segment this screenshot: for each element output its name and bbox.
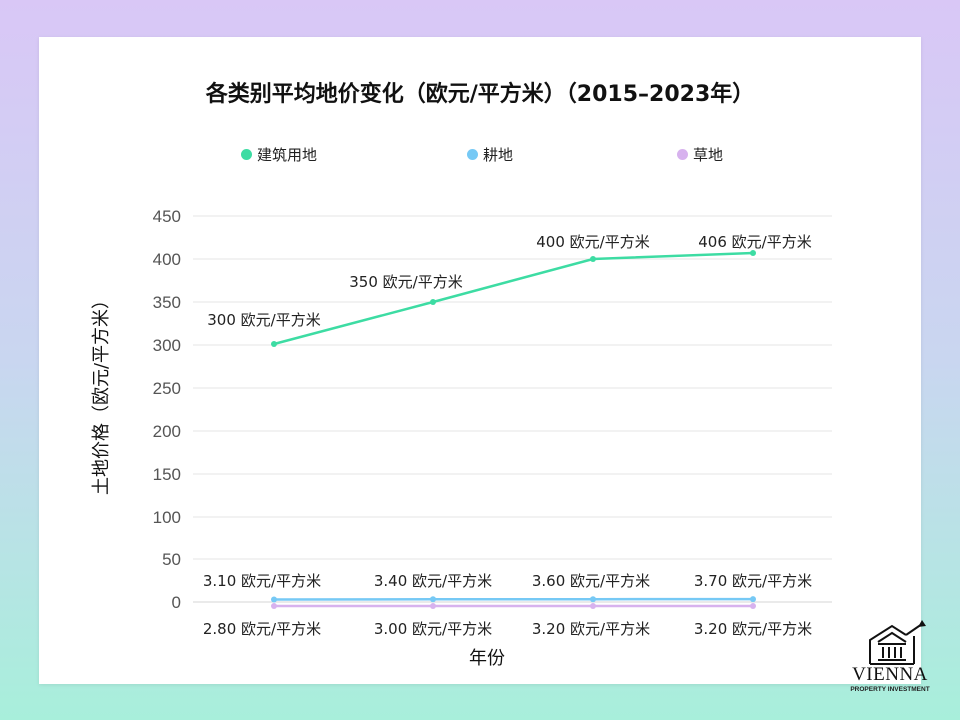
data-labels-farmland: 3.10 欧元/平方米 3.40 欧元/平方米 3.60 欧元/平方米 3.70… xyxy=(203,572,812,590)
y-tick: 50 xyxy=(162,550,181,569)
y-tick: 350 xyxy=(153,293,181,312)
y-tick: 0 xyxy=(172,593,181,612)
y-tick: 150 xyxy=(153,465,181,484)
legend-label: 耕地 xyxy=(483,146,514,164)
data-point[interactable] xyxy=(750,596,756,603)
legend-item-grassland[interactable]: 草地 xyxy=(677,144,723,165)
data-label: 3.40 欧元/平方米 xyxy=(374,572,492,590)
data-label: 3.00 欧元/平方米 xyxy=(374,620,492,638)
legend-dot-icon xyxy=(677,149,688,160)
data-point[interactable] xyxy=(590,596,596,603)
data-point[interactable] xyxy=(271,596,277,603)
legend-label: 草地 xyxy=(693,146,724,164)
data-point[interactable] xyxy=(590,603,596,609)
data-point[interactable] xyxy=(271,341,277,347)
building-chart-logo-icon xyxy=(869,620,926,665)
data-labels-construction: 300 欧元/平方米 350 欧元/平方米 400 欧元/平方米 406 欧元/… xyxy=(207,233,811,329)
data-label: 2.80 欧元/平方米 xyxy=(203,620,321,638)
y-tick: 300 xyxy=(153,336,181,355)
data-point[interactable] xyxy=(590,256,596,262)
data-label: 400 欧元/平方米 xyxy=(536,233,649,251)
logo-wordmark: VIENNA xyxy=(852,664,928,685)
data-label: 300 欧元/平方米 xyxy=(207,311,320,329)
legend-item-farmland[interactable]: 耕地 xyxy=(467,144,513,165)
data-label: 350 欧元/平方米 xyxy=(349,273,462,291)
y-tick: 100 xyxy=(153,508,181,527)
data-point[interactable] xyxy=(430,603,436,609)
series-grassland xyxy=(271,603,756,609)
y-tick: 250 xyxy=(153,379,181,398)
gridlines xyxy=(193,215,832,603)
data-point[interactable] xyxy=(750,603,756,609)
data-labels-grassland: 2.80 欧元/平方米 3.00 欧元/平方米 3.20 欧元/平方米 3.20… xyxy=(203,620,812,638)
chart-card xyxy=(39,37,921,684)
legend-label: 建筑用地 xyxy=(257,146,318,164)
data-point[interactable] xyxy=(271,603,277,609)
legend-item-construction[interactable]: 建筑用地 xyxy=(241,144,317,165)
data-label: 3.20 欧元/平方米 xyxy=(694,620,812,638)
x-axis-title: 年份 xyxy=(469,648,505,669)
y-tick: 450 xyxy=(153,207,181,226)
legend-dot-icon xyxy=(241,149,252,160)
series-farmland xyxy=(271,596,756,603)
data-label: 3.20 欧元/平方米 xyxy=(532,620,650,638)
data-point[interactable] xyxy=(750,250,756,256)
y-tick: 400 xyxy=(153,250,181,269)
logo-subtitle: PROPERTY INVESTMENT xyxy=(850,686,930,693)
y-axis-title: 土地价格（欧元/平方米） xyxy=(91,291,112,495)
chart-title: 各类别平均地价变化（欧元/平方米）（2015–2023年） xyxy=(205,82,755,107)
data-point[interactable] xyxy=(430,596,436,603)
data-label: 406 欧元/平方米 xyxy=(698,233,811,251)
legend-dot-icon xyxy=(467,149,478,160)
data-label: 3.70 欧元/平方米 xyxy=(694,572,812,590)
data-label: 3.60 欧元/平方米 xyxy=(532,572,650,590)
series-construction xyxy=(271,250,756,347)
y-axis-ticks: 0 50 100 150 200 250 300 350 400 450 xyxy=(153,207,181,612)
data-point[interactable] xyxy=(430,299,436,305)
data-label: 3.10 欧元/平方米 xyxy=(203,572,321,590)
y-tick: 200 xyxy=(153,422,181,441)
